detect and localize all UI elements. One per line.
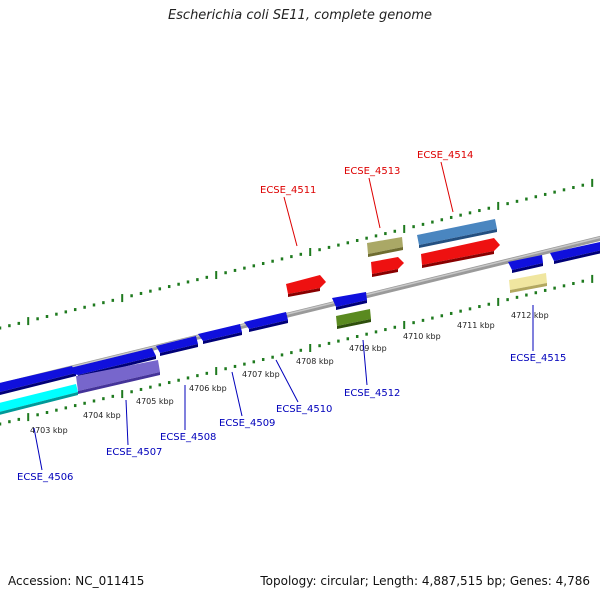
gene-label-leader — [362, 339, 368, 386]
gene-block[interactable] — [417, 219, 497, 248]
gene-label-callouts: ECSE_4506ECSE_4507ECSE_4508ECSE_4509ECSE… — [17, 150, 566, 483]
scale-label: 4710 kbp — [403, 332, 441, 341]
scale-labels: 4703 kbp 4704 kbp 4705 kbp 4706 kbp 4707 kbp… — [30, 311, 549, 435]
gene-label[interactable]: ECSE_4509 — [219, 418, 275, 429]
gene-arrow[interactable] — [371, 257, 404, 277]
accession-label: Accession: NC_011415 — [8, 574, 145, 588]
gene-label[interactable]: ECSE_4510 — [276, 404, 332, 415]
gene-label[interactable]: ECSE_4512 — [344, 388, 400, 399]
gene-block[interactable] — [509, 273, 547, 293]
gene-label[interactable]: ECSE_4506 — [17, 472, 73, 483]
gene-label[interactable]: ECSE_4515 — [510, 353, 566, 364]
gene-arrow[interactable] — [508, 255, 543, 273]
scale-label: 4711 kbp — [457, 321, 495, 330]
scale-label: 4709 kbp — [349, 344, 387, 353]
scale-label: 4708 kbp — [296, 357, 334, 366]
scale-label: 4703 kbp — [30, 426, 68, 435]
gene-arrow[interactable] — [421, 238, 500, 268]
gene-label[interactable]: ECSE_4511 — [260, 185, 316, 196]
gene-label-leader — [368, 177, 381, 229]
gene-label[interactable]: ECSE_4513 — [344, 166, 400, 177]
genome-backbone-highlight — [0, 236, 600, 386]
gene-arrow[interactable] — [332, 292, 367, 310]
gene-label-leader — [275, 359, 299, 403]
scale-label: 4706 kbp — [189, 384, 227, 393]
gene-block[interactable] — [0, 384, 78, 416]
gene-block[interactable] — [367, 237, 403, 257]
topology-label: Topology: circular; Length: 4,887,515 bp… — [260, 574, 590, 588]
gene-arrow[interactable] — [550, 242, 600, 264]
gene-block[interactable] — [336, 309, 371, 329]
gene-arrow[interactable] — [198, 324, 242, 344]
gene-label[interactable]: ECSE_4508 — [160, 432, 216, 443]
gene-label-leader — [125, 399, 129, 446]
gene-label[interactable]: ECSE_4514 — [417, 150, 473, 161]
scale-label: 4712 kbp — [511, 311, 549, 320]
gene-arrow[interactable] — [0, 366, 76, 395]
scale-label: 4707 kbp — [242, 370, 280, 379]
gene-label-leader — [231, 371, 243, 417]
scale-label: 4704 kbp — [83, 411, 121, 420]
gene-label-leader — [440, 161, 454, 213]
inner-tick-track — [0, 274, 594, 426]
scale-label: 4705 kbp — [136, 397, 174, 406]
gene-label-leader — [283, 196, 298, 247]
outer-tick-track — [0, 178, 594, 330]
gene-arrow[interactable] — [286, 275, 326, 297]
gene-arrow[interactable] — [156, 336, 198, 356]
map-title: Escherichia coli SE11, complete genome — [167, 8, 433, 23]
gene-arrow[interactable] — [244, 312, 288, 332]
gene-label[interactable]: ECSE_4507 — [106, 447, 162, 458]
gene-label-leader — [33, 427, 43, 471]
gene-block[interactable] — [76, 360, 160, 394]
